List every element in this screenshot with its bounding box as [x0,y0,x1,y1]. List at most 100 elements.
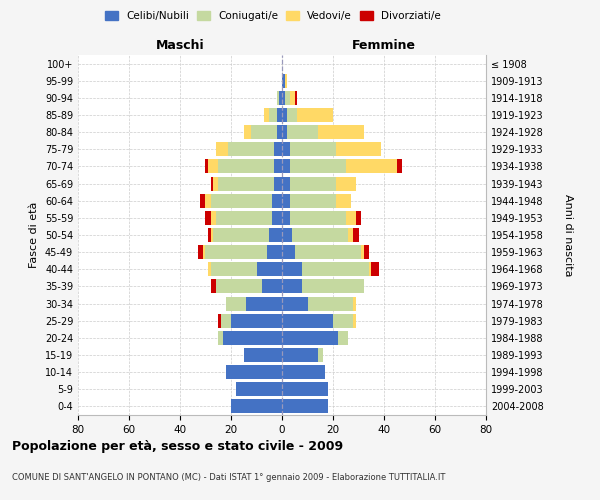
Bar [333,314,353,328]
Bar [211,228,213,242]
Bar [231,400,282,413]
Bar [229,142,274,156]
Bar [282,211,290,225]
Bar [282,296,308,310]
Bar [282,228,292,242]
Bar [274,160,282,173]
Bar [282,194,290,207]
Text: COMUNE DI SANT'ANGELO IN PONTANO (MC) - Dati ISTAT 1° gennaio 2009 - Elaborazion: COMUNE DI SANT'ANGELO IN PONTANO (MC) - … [12,473,445,482]
Text: Popolazione per età, sesso e stato civile - 2009: Popolazione per età, sesso e stato civil… [12,440,343,453]
Bar [335,176,356,190]
Bar [203,245,206,259]
Bar [298,108,333,122]
Bar [290,160,346,173]
Bar [257,262,282,276]
Bar [353,314,356,328]
Bar [361,245,364,259]
Bar [269,228,282,242]
Bar [211,211,216,225]
Legend: Celibi/Nubili, Coniugati/e, Vedovi/e, Divorziati/e: Celibi/Nubili, Coniugati/e, Vedovi/e, Di… [102,8,444,24]
Bar [251,125,277,139]
Bar [282,91,284,105]
Bar [272,194,282,207]
Bar [262,280,282,293]
Bar [346,211,356,225]
Bar [335,194,351,207]
Bar [292,228,349,242]
Bar [318,348,323,362]
Y-axis label: Fasce di età: Fasce di età [29,202,39,268]
Bar [272,211,282,225]
Bar [282,382,328,396]
Bar [244,348,282,362]
Bar [290,91,295,105]
Bar [282,280,302,293]
Bar [353,296,356,310]
Bar [208,228,211,242]
Bar [335,142,382,156]
Bar [231,314,282,328]
Bar [282,176,290,190]
Bar [318,125,364,139]
Bar [206,160,208,173]
Bar [236,382,282,396]
Bar [290,194,335,207]
Bar [282,348,318,362]
Bar [198,245,203,259]
Bar [338,331,349,345]
Bar [208,160,218,173]
Bar [282,314,333,328]
Bar [218,331,223,345]
Bar [349,228,353,242]
Bar [282,331,338,345]
Bar [277,91,280,105]
Bar [211,194,272,207]
Bar [244,125,251,139]
Bar [302,280,364,293]
Bar [213,228,269,242]
Bar [274,142,282,156]
Bar [284,91,290,105]
Bar [282,365,325,379]
Bar [346,160,397,173]
Bar [221,314,231,328]
Bar [284,74,287,88]
Bar [206,194,211,207]
Bar [269,108,277,122]
Bar [247,296,282,310]
Bar [282,400,328,413]
Bar [282,74,284,88]
Bar [295,91,298,105]
Bar [282,160,290,173]
Bar [226,365,282,379]
Bar [211,280,216,293]
Bar [369,262,371,276]
Bar [282,262,302,276]
Bar [364,245,369,259]
Bar [290,142,335,156]
Bar [282,125,287,139]
Bar [208,262,211,276]
Bar [282,108,287,122]
Bar [200,194,206,207]
Bar [287,108,298,122]
Bar [206,211,211,225]
Y-axis label: Anni di nascita: Anni di nascita [563,194,573,276]
Bar [216,280,262,293]
Bar [290,176,335,190]
Bar [277,108,282,122]
Bar [282,142,290,156]
Bar [353,228,359,242]
Text: Femmine: Femmine [352,40,416,52]
Bar [295,245,361,259]
Bar [218,314,221,328]
Bar [218,160,274,173]
Bar [287,125,318,139]
Bar [223,331,282,345]
Bar [211,262,257,276]
Bar [277,125,282,139]
Bar [274,176,282,190]
Bar [213,176,218,190]
Bar [206,245,267,259]
Bar [302,262,369,276]
